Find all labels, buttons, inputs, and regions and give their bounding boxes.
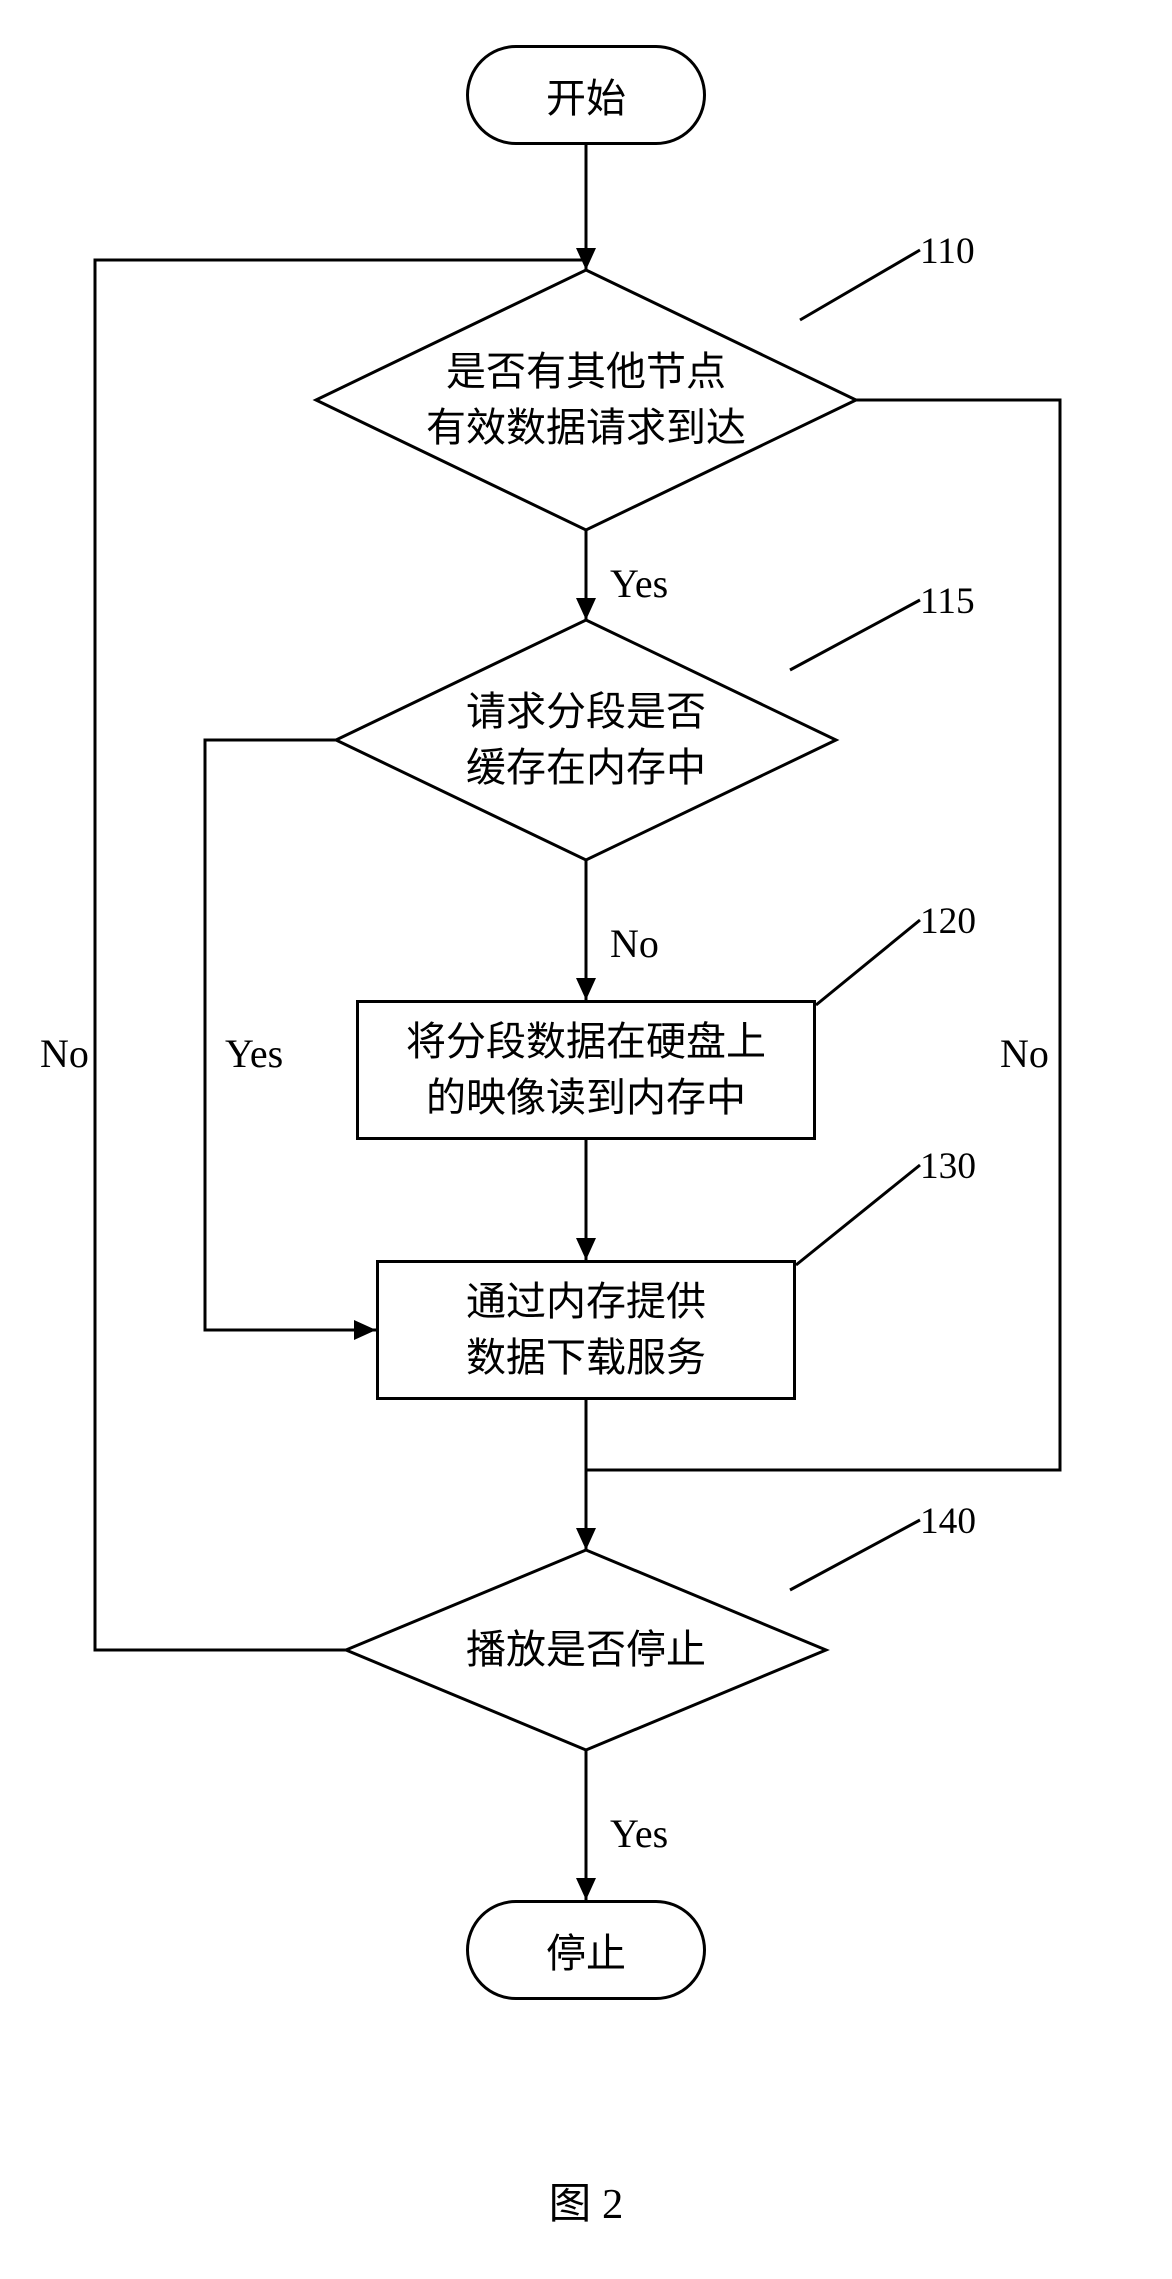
flowchart-canvas: 开始是否有其他节点 有效数据请求到达 110 请求分段是否 缓存在内存中 115 将分段…	[0, 0, 1172, 2279]
decision-d115: 请求分段是否 缓存在内存中	[336, 620, 836, 860]
decision-label: 是否有其他节点 有效数据请求到达	[316, 270, 856, 530]
ref-115: 115	[920, 580, 975, 623]
terminator-label: 开始	[546, 66, 626, 124]
process-label: 将分段数据在硬盘上 的映像读到内存中	[406, 1014, 766, 1126]
decision-d110: 是否有其他节点 有效数据请求到达	[316, 270, 856, 530]
process-label: 通过内存提供 数据下载服务	[466, 1274, 706, 1386]
ref-140: 140	[920, 1500, 976, 1543]
edge-label-d140-d110-no: No	[40, 1030, 89, 1077]
decision-label: 请求分段是否 缓存在内存中	[336, 620, 836, 860]
edge-label-d110-d140-no: No	[1000, 1030, 1049, 1077]
edge-label-d110-d115-yes: Yes	[610, 560, 668, 607]
edge-label-d115-p120-no: No	[610, 920, 659, 967]
ref-110: 110	[920, 230, 975, 273]
figure-caption: 图 2	[0, 2170, 1172, 2231]
ref-130: 130	[920, 1145, 976, 1188]
decision-d140: 播放是否停止	[346, 1550, 826, 1750]
terminator-start: 开始	[466, 45, 706, 145]
process-p120: 将分段数据在硬盘上 的映像读到内存中	[356, 1000, 816, 1140]
edge-label-d140-stop-yes: Yes	[610, 1810, 668, 1857]
decision-label: 播放是否停止	[346, 1550, 826, 1750]
ref-120: 120	[920, 900, 976, 943]
terminator-stop: 停止	[466, 1900, 706, 2000]
process-p130: 通过内存提供 数据下载服务	[376, 1260, 796, 1400]
edge-label-d115-p130-yes: Yes	[225, 1030, 283, 1077]
terminator-label: 停止	[546, 1921, 626, 1979]
